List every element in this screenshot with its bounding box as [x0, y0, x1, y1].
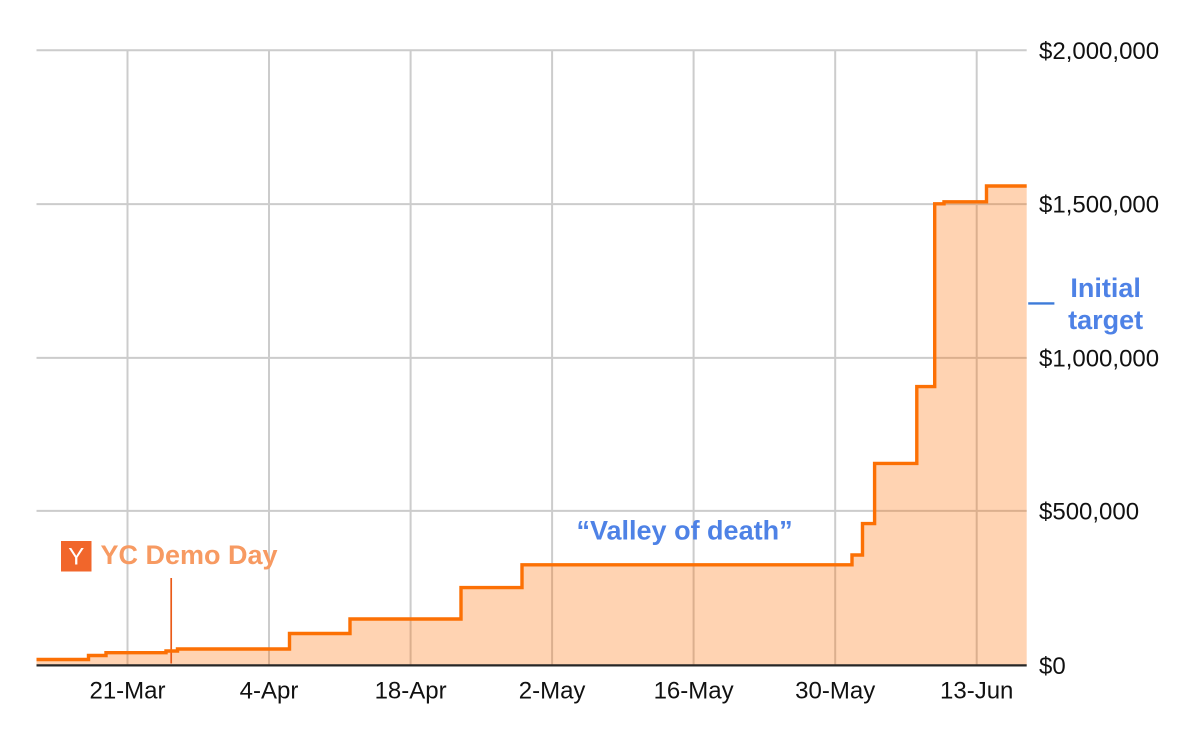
- svg-text:30-May: 30-May: [795, 678, 875, 705]
- svg-text:2-May: 2-May: [519, 678, 586, 705]
- svg-text:4-Apr: 4-Apr: [240, 678, 299, 705]
- svg-text:YC Demo Day: YC Demo Day: [101, 540, 278, 570]
- svg-text:18-Apr: 18-Apr: [375, 678, 447, 705]
- svg-text:$2,000,000: $2,000,000: [1039, 38, 1159, 65]
- svg-text:21-Mar: 21-Mar: [89, 678, 165, 705]
- svg-text:target: target: [1068, 305, 1143, 335]
- svg-text:16-May: 16-May: [654, 678, 734, 705]
- svg-text:$1,500,000: $1,500,000: [1039, 192, 1159, 219]
- svg-text:$500,000: $500,000: [1039, 499, 1139, 526]
- svg-text:Y: Y: [68, 544, 84, 571]
- svg-text:13-Jun: 13-Jun: [940, 678, 1013, 705]
- svg-text:$1,000,000: $1,000,000: [1039, 346, 1159, 373]
- svg-text:$0: $0: [1039, 653, 1066, 680]
- svg-text:Initial: Initial: [1070, 273, 1141, 303]
- svg-text:“Valley of death”: “Valley of death”: [577, 516, 793, 546]
